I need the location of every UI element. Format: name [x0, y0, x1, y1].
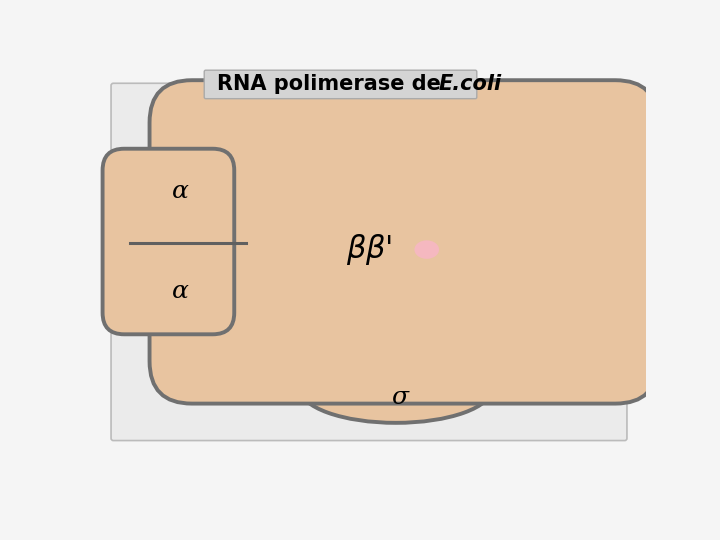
- Text: E.coli: E.coli: [438, 74, 501, 94]
- Text: α: α: [172, 280, 189, 303]
- FancyBboxPatch shape: [204, 70, 477, 99]
- FancyBboxPatch shape: [111, 83, 627, 441]
- FancyBboxPatch shape: [180, 177, 230, 307]
- Text: RNA polimerase de: RNA polimerase de: [217, 74, 449, 94]
- Bar: [304, 348, 488, 387]
- Text: α: α: [172, 180, 189, 204]
- Text: $\beta\beta$': $\beta\beta$': [346, 232, 392, 267]
- FancyBboxPatch shape: [102, 148, 234, 334]
- FancyBboxPatch shape: [150, 80, 658, 403]
- Ellipse shape: [300, 354, 492, 423]
- Ellipse shape: [415, 240, 439, 259]
- Text: σ: σ: [391, 386, 408, 409]
